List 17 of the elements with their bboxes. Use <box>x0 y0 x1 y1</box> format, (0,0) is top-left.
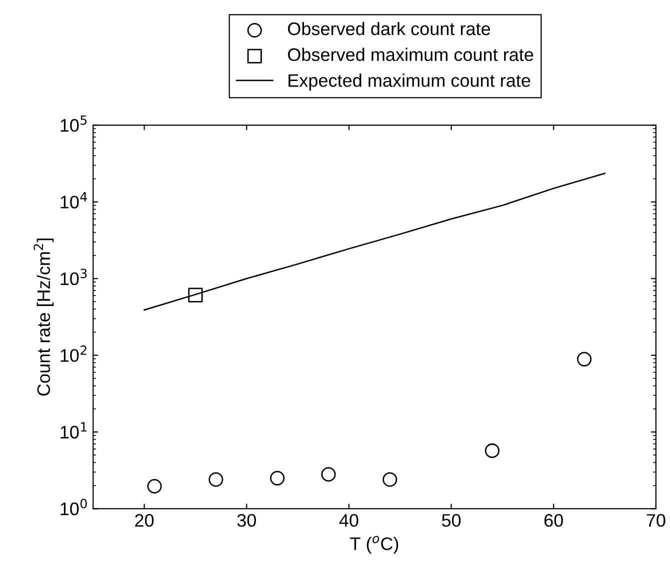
x-axis-title: T ($^{o}$C) <box>350 536 398 554</box>
x-tick-label: 70 <box>646 514 666 527</box>
y-tick-label: 10$^{1}$ <box>60 422 87 439</box>
x-tick-label: 30 <box>237 514 256 527</box>
y-tick-label: 10$^{5}$ <box>60 115 87 132</box>
y-tick-label: 10$^{3}$ <box>60 268 87 286</box>
legend-label: Observed dark count rate <box>288 22 490 36</box>
y-tick-label: 10$^{0}$ <box>60 498 87 516</box>
legend-label: Observed maximum count rate <box>288 48 534 62</box>
y-tick-label: 10$^{4}$ <box>60 192 87 208</box>
y-axis-title: Count rate [Hz/cm$^{2}$] <box>34 238 54 396</box>
y-tick-label: 10$^{2}$ <box>60 345 86 362</box>
x-tick-label: 50 <box>442 514 461 527</box>
legend-label: Expected maximum count rate <box>288 74 530 90</box>
x-tick-label: 20 <box>135 514 154 527</box>
x-tick-label: 60 <box>544 514 563 527</box>
x-tick-label: 40 <box>339 514 358 527</box>
